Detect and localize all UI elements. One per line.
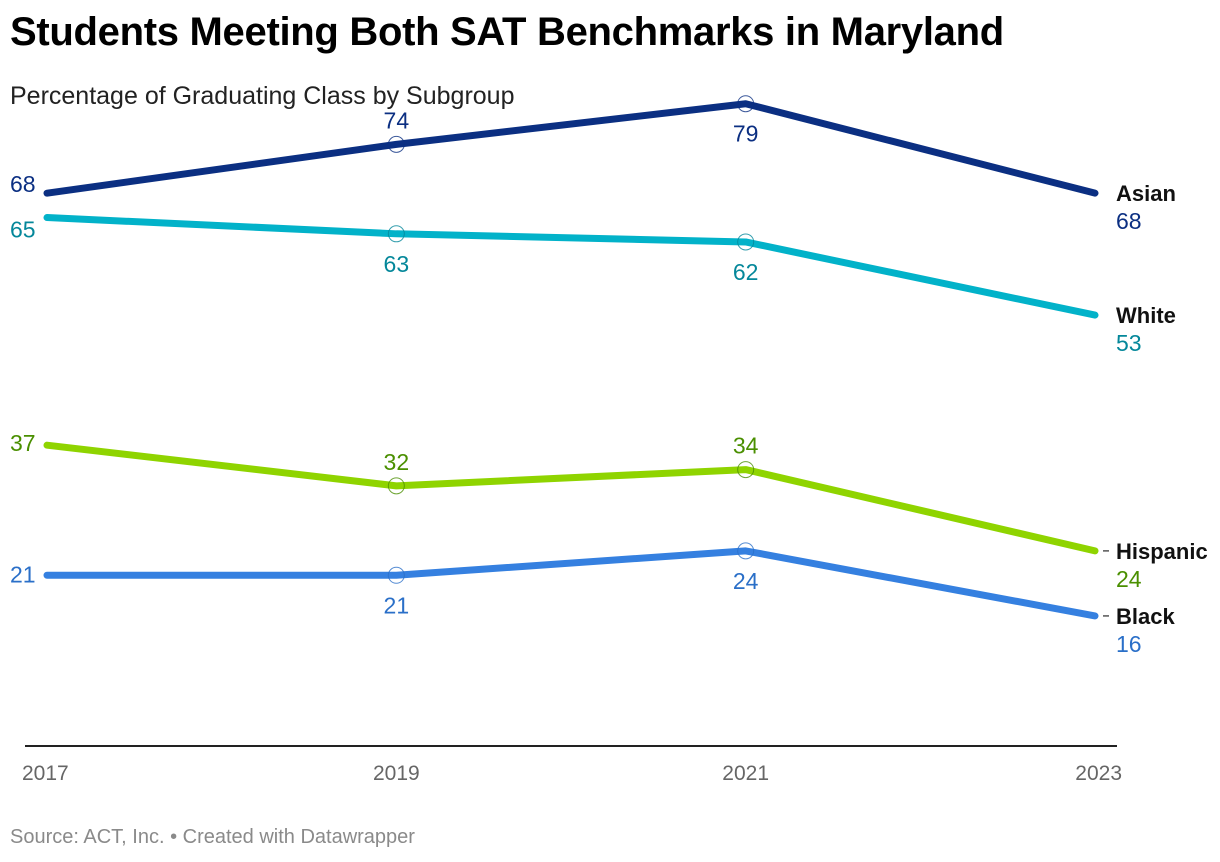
data-label: 68 <box>1116 208 1142 234</box>
series-line-white <box>43 214 1099 319</box>
data-point-marker <box>737 461 755 479</box>
data-label: 79 <box>733 121 759 147</box>
data-label: 74 <box>384 107 410 133</box>
series-name-label: Asian <box>1116 181 1176 206</box>
data-label: 32 <box>384 449 410 475</box>
x-tick-label: 2019 <box>373 762 420 785</box>
series-name-label: Hispanic <box>1116 539 1208 564</box>
data-point-marker <box>387 566 405 584</box>
data-label: 62 <box>733 259 759 285</box>
data-point-marker <box>387 477 405 495</box>
chart-subtitle: Percentage of Graduating Class by Subgro… <box>10 82 515 110</box>
data-label: 37 <box>10 430 36 456</box>
source-note: Source: ACT, Inc. • Created with Datawra… <box>10 826 415 848</box>
data-point-marker <box>737 95 755 113</box>
series-line-black <box>43 547 1099 620</box>
data-point-marker <box>737 233 755 251</box>
data-label: 24 <box>1116 566 1142 592</box>
data-label: 63 <box>384 251 410 277</box>
series-line-asian <box>43 100 1099 197</box>
data-label: 68 <box>10 171 36 197</box>
data-label: 21 <box>384 592 410 618</box>
data-point-marker <box>387 225 405 243</box>
data-label: 21 <box>10 561 36 587</box>
series-name-label: White <box>1116 303 1176 328</box>
x-tick-label: 2023 <box>1075 762 1122 785</box>
data-label: 16 <box>1116 631 1142 657</box>
data-label: 34 <box>733 433 759 459</box>
data-label: 53 <box>1116 330 1142 356</box>
data-point-marker <box>737 542 755 560</box>
data-label: 24 <box>733 568 759 594</box>
series-name-label: Black <box>1116 604 1175 629</box>
series-line-hispanic <box>43 441 1099 555</box>
data-label: 65 <box>10 217 36 243</box>
x-tick-label: 2021 <box>722 762 769 785</box>
chart-title: Students Meeting Both SAT Benchmarks in … <box>10 10 1004 54</box>
data-point-marker <box>387 135 405 153</box>
x-tick-label: 2017 <box>22 762 69 785</box>
